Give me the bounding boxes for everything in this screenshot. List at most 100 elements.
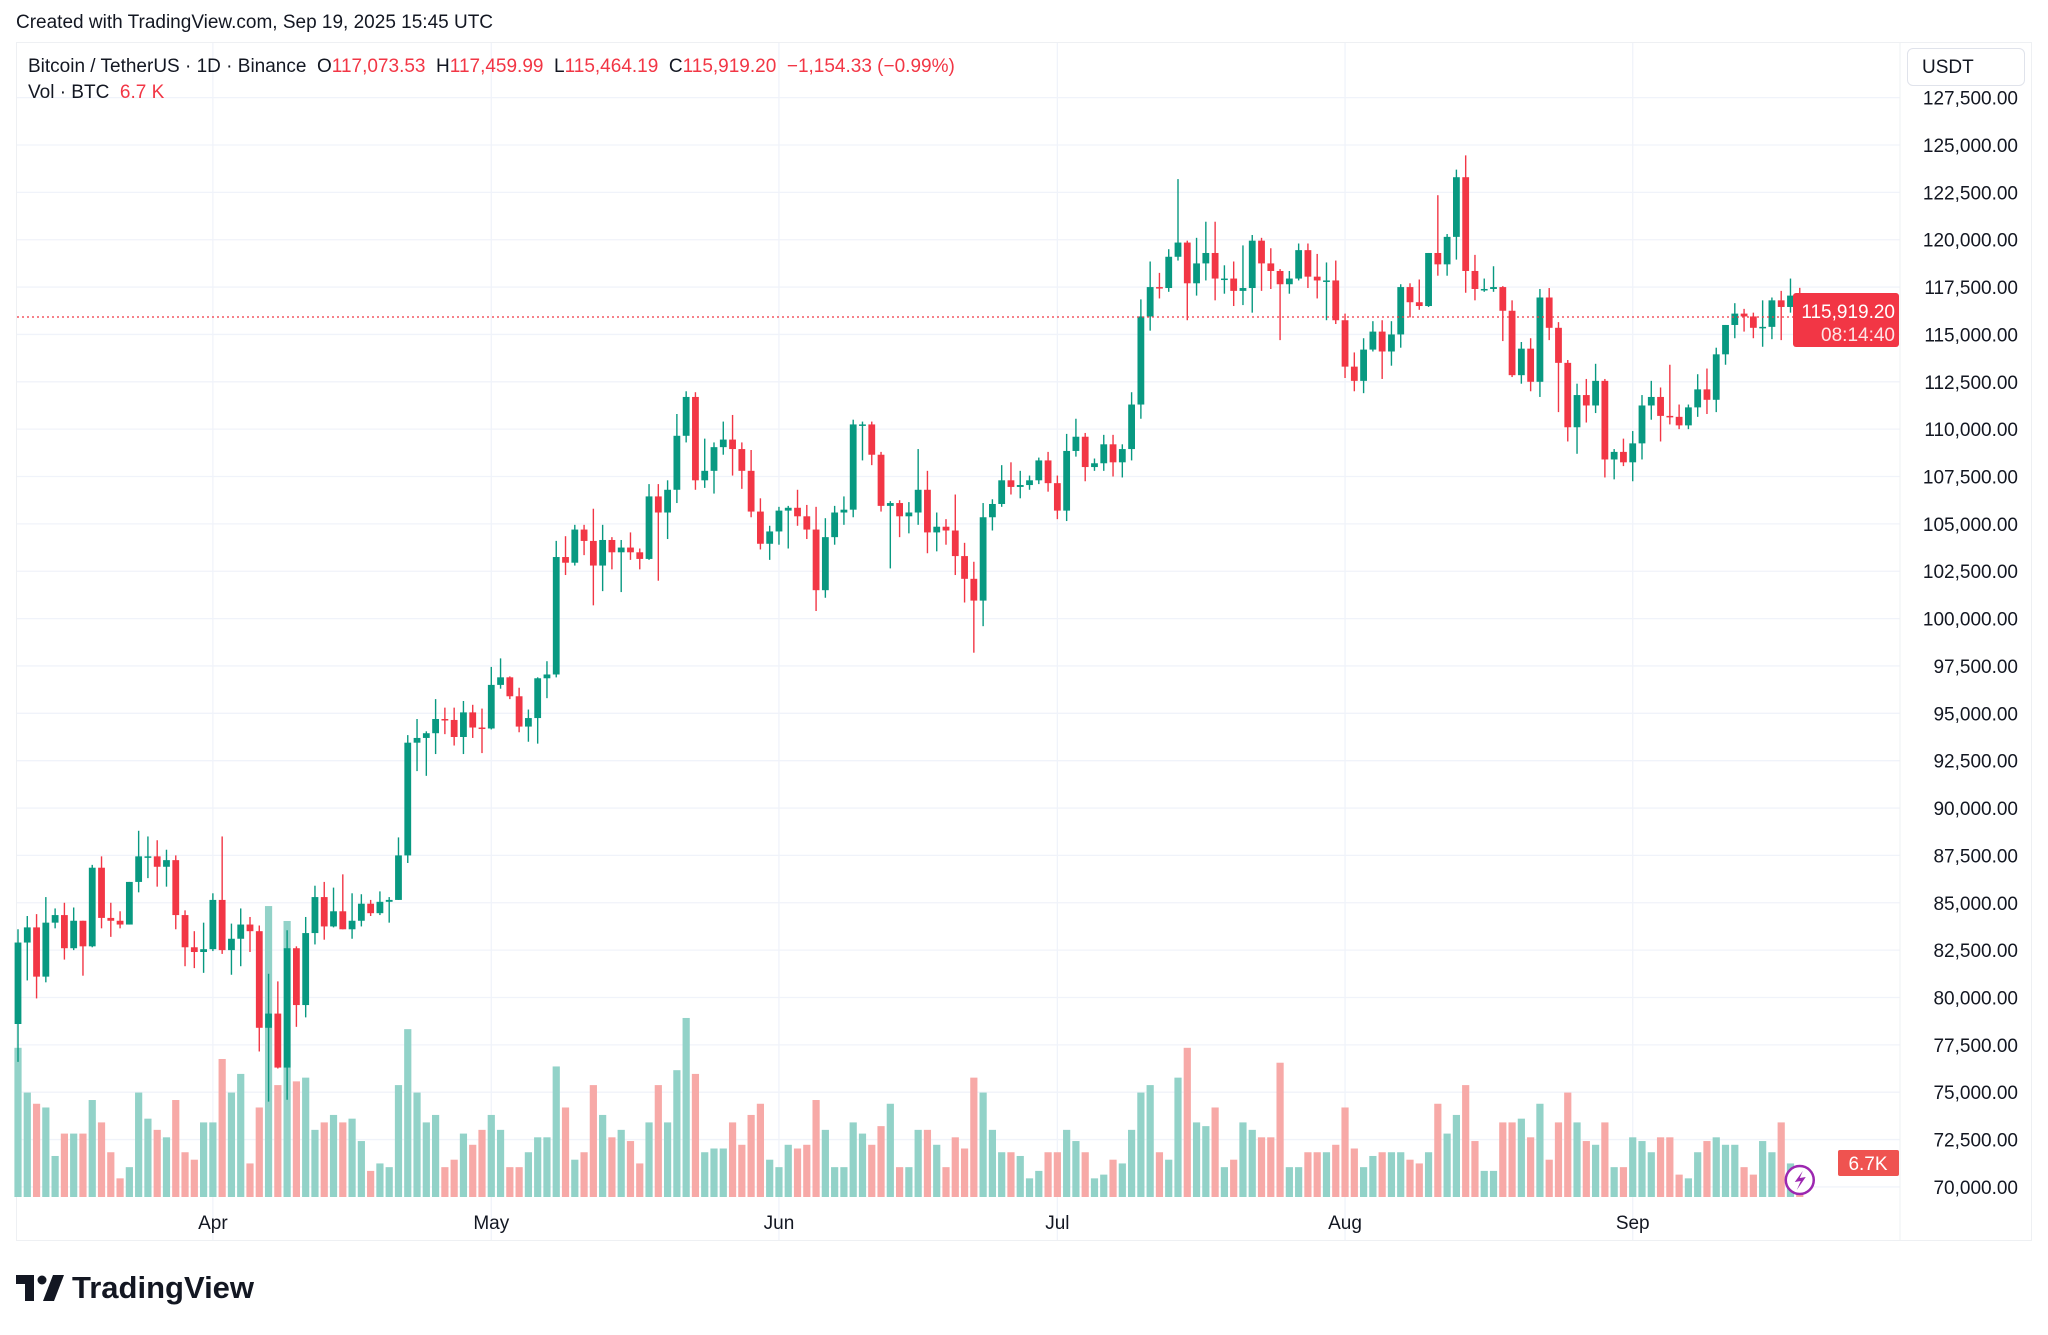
price-tick-label: 85,000.00 xyxy=(1933,894,2018,915)
volume-bar xyxy=(1592,1144,1600,1197)
candle-body xyxy=(868,424,876,455)
volume-bar xyxy=(942,1167,950,1197)
volume-bar xyxy=(1443,1133,1451,1197)
volume-bar xyxy=(1424,1152,1433,1197)
candle-body xyxy=(237,924,245,939)
volume-bar xyxy=(209,1122,217,1197)
volume-bar xyxy=(200,1122,208,1197)
volume-bar xyxy=(441,1167,449,1197)
candle-body xyxy=(1694,389,1702,408)
candle-body xyxy=(933,526,941,533)
candle-body xyxy=(367,903,375,914)
volume-bar xyxy=(1768,1152,1776,1197)
bar-countdown: 08:14:40 xyxy=(1821,325,1895,346)
volume-bar xyxy=(1137,1092,1145,1197)
candle-body xyxy=(599,539,607,566)
currency-button[interactable]: USDT xyxy=(1907,48,2025,86)
volume-bar xyxy=(302,1077,310,1197)
volume-bar xyxy=(255,1107,263,1197)
volume-bar xyxy=(534,1137,542,1197)
candle-body xyxy=(1137,316,1145,405)
candle-body xyxy=(413,737,421,743)
candle-body xyxy=(812,529,820,591)
time-tick-label: Apr xyxy=(198,1213,228,1234)
price-tick-label: 100,000.00 xyxy=(1923,610,2018,631)
volume-bar xyxy=(747,1114,755,1197)
volume-bar xyxy=(580,1152,588,1197)
candle-body xyxy=(775,510,783,532)
volume-bar xyxy=(135,1092,143,1197)
price-tick-label: 120,000.00 xyxy=(1923,231,2018,252)
candle-body xyxy=(1156,287,1163,289)
candle-body xyxy=(469,712,477,728)
volume-bar xyxy=(793,1148,802,1197)
volume-bar xyxy=(1035,1170,1043,1197)
volume-bar xyxy=(1285,1167,1293,1197)
volume-label[interactable]: Vol · BTC xyxy=(28,82,110,103)
candle-body xyxy=(1016,485,1024,487)
lightning-bolt-icon xyxy=(1794,1171,1806,1190)
volume-bar xyxy=(1434,1103,1442,1197)
candle-body xyxy=(571,529,579,563)
volume-bar xyxy=(1629,1137,1637,1197)
candle-body xyxy=(1202,252,1210,264)
volume-bar xyxy=(960,1148,969,1197)
candle-body xyxy=(1183,242,1191,284)
volume-bar xyxy=(311,1129,319,1197)
price-tick-label: 87,500.00 xyxy=(1933,846,2018,867)
legend-line-price: Bitcoin / TetherUS · 1D · Binance O117,0… xyxy=(28,54,955,80)
candle-body xyxy=(1165,256,1173,289)
candle-body xyxy=(701,470,709,481)
volume-bar xyxy=(664,1122,672,1197)
volume-bar xyxy=(1063,1129,1071,1197)
volume-bar xyxy=(858,1133,867,1197)
candle-body xyxy=(589,540,597,566)
candle-body xyxy=(1434,252,1442,265)
candle-body xyxy=(1443,236,1451,265)
volume-bar xyxy=(784,1144,792,1197)
volume-bar xyxy=(88,1100,96,1197)
candle-body xyxy=(942,526,950,531)
volume-bar xyxy=(1610,1167,1618,1197)
symbol-title[interactable]: Bitcoin / TetherUS · 1D · Binance xyxy=(28,56,307,77)
low-label: L xyxy=(554,56,565,77)
time-tick-label: Aug xyxy=(1328,1213,1362,1234)
candle-body xyxy=(107,917,115,921)
tradingview-logo[interactable]: TradingView xyxy=(16,1270,254,1306)
volume-bar xyxy=(589,1085,597,1197)
volume-bar xyxy=(1489,1170,1498,1197)
volume-bar xyxy=(840,1167,848,1197)
candle-body xyxy=(228,938,235,951)
volume-bar xyxy=(432,1114,440,1197)
candle-body xyxy=(441,719,449,721)
volume-bar xyxy=(1731,1144,1739,1197)
candle-body xyxy=(1499,287,1507,311)
candle-body xyxy=(784,507,792,511)
candle-body xyxy=(218,899,226,951)
volume-bar xyxy=(673,1070,681,1197)
candle-body xyxy=(515,696,523,727)
volume-bar xyxy=(469,1144,477,1197)
candle-body xyxy=(1035,460,1043,481)
volume-bar xyxy=(1016,1155,1024,1197)
last-price-label: 115,919.20 xyxy=(1801,302,1895,323)
volume-bar xyxy=(1712,1137,1720,1197)
volume-bar xyxy=(1322,1152,1331,1197)
candle-body xyxy=(283,948,291,1068)
volume-bar xyxy=(1499,1122,1507,1197)
chart-credit: Created with TradingView.com, Sep 19, 20… xyxy=(16,12,494,33)
candle-body xyxy=(190,947,198,953)
candle-body xyxy=(1462,177,1470,271)
volume-bar xyxy=(274,1085,282,1197)
candle-body xyxy=(1295,250,1303,279)
candle-body xyxy=(274,1013,282,1068)
volume-bar xyxy=(51,1155,59,1197)
volume-bar xyxy=(376,1163,384,1197)
volume-bar xyxy=(97,1122,106,1197)
candle-body xyxy=(821,537,829,591)
volume-bar xyxy=(413,1092,421,1197)
price-tick-label: 117,500.00 xyxy=(1924,278,2018,299)
volume-bar xyxy=(1025,1178,1034,1197)
